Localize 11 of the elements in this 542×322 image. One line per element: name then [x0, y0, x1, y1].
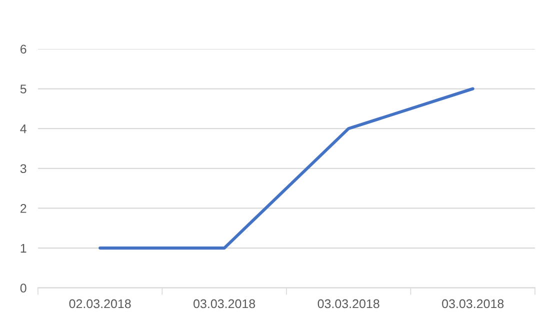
y-tick-label: 1	[20, 244, 26, 253]
x-tick-label: 02.03.2018	[69, 299, 131, 308]
y-tick-label: 0	[20, 284, 26, 293]
y-tick-label: 6	[20, 44, 26, 54]
y-tick-label: 4	[20, 124, 26, 134]
x-tick-label: 03.03.2018	[442, 299, 504, 308]
y-tick-label: 3	[20, 164, 26, 174]
x-tick-label: 03.03.2018	[318, 299, 380, 308]
x-tick-label: 03.03.2018	[194, 299, 256, 308]
y-tick-label: 2	[20, 204, 26, 213]
y-tick-label: 5	[20, 84, 26, 94]
